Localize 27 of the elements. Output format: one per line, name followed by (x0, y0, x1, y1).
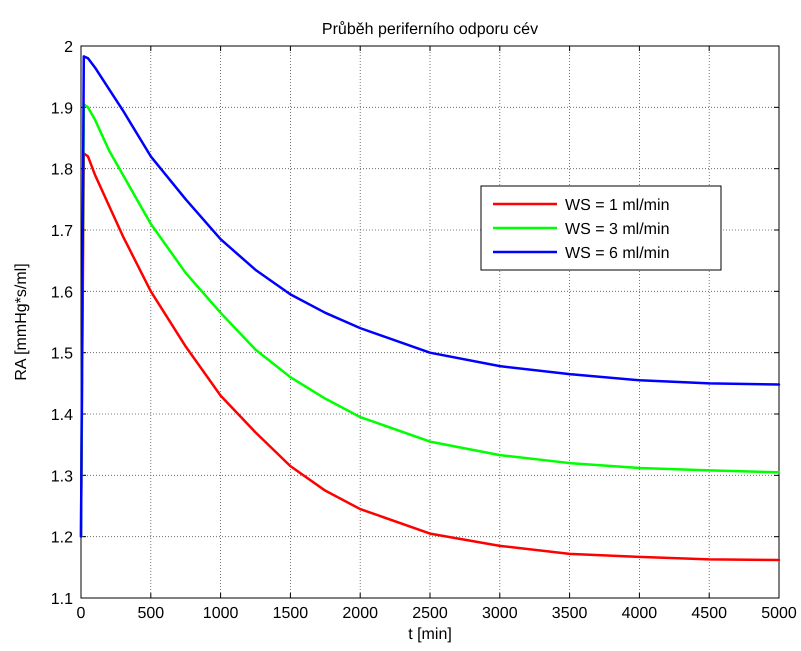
y-tick-label: 1.2 (50, 530, 74, 547)
y-tick-label: 1.9 (50, 100, 74, 118)
legend-label: WS = 6 ml/min (565, 245, 670, 262)
x-tick-label: 4500 (691, 605, 728, 622)
y-tick-label: 1.4 (50, 407, 74, 424)
chart-title: Průběh periferního odporu cév (322, 21, 538, 38)
x-tick-label: 3000 (482, 605, 518, 622)
y-tick-label: 1.3 (50, 468, 74, 486)
x-tick-label: 4000 (622, 605, 658, 622)
y-axis-title: RA [mmHg*s/ml] (13, 263, 30, 381)
x-tick-label: 0 (76, 605, 86, 622)
y-tick-label: 1.1 (50, 591, 74, 608)
x-tick-label: 5000 (761, 605, 797, 622)
x-tick-label: 2500 (412, 605, 448, 622)
legend-label: WS = 1 ml/min (565, 197, 670, 214)
x-tick-label: 1500 (272, 605, 308, 622)
legend-label: WS = 3 ml/min (565, 221, 670, 238)
x-tick-label: 3500 (552, 605, 588, 622)
y-tick-label: 1.8 (50, 162, 74, 179)
y-tick-label: 2 (64, 39, 74, 56)
y-tick-label: 1.6 (50, 284, 74, 302)
x-axis-title: t [min] (408, 626, 452, 643)
x-tick-label: 2000 (342, 605, 378, 622)
x-tick-label: 1000 (202, 605, 238, 622)
y-tick-label: 1.5 (50, 346, 74, 363)
y-tick-label: 1.7 (50, 223, 74, 240)
x-tick-label: 500 (137, 605, 164, 622)
